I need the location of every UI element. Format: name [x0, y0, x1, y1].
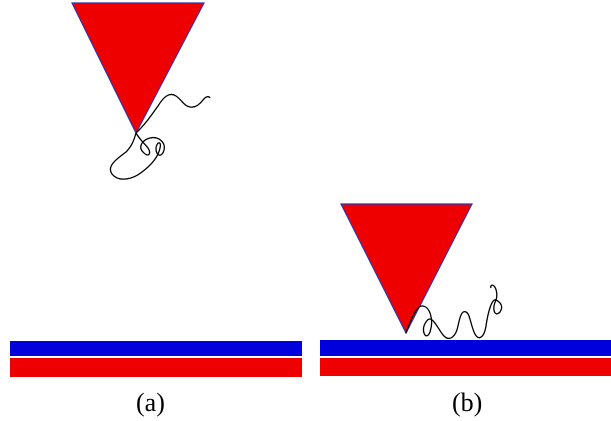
substrate-bottom-layer-b — [320, 358, 611, 376]
substrate-top-layer-a — [10, 341, 302, 356]
substrate-bottom-layer-a — [10, 358, 302, 377]
panel-label-a: (a) — [136, 388, 165, 417]
afm-tip-a — [71, 2, 205, 135]
afm-tip-b — [340, 203, 473, 335]
panel-a — [10, 2, 302, 377]
panel-b — [320, 203, 611, 376]
substrate-top-layer-b — [320, 340, 611, 356]
polymer-chain-a — [109, 93, 211, 180]
polymer-chain-b — [405, 284, 503, 340]
panel-label-b: (b) — [452, 388, 483, 417]
